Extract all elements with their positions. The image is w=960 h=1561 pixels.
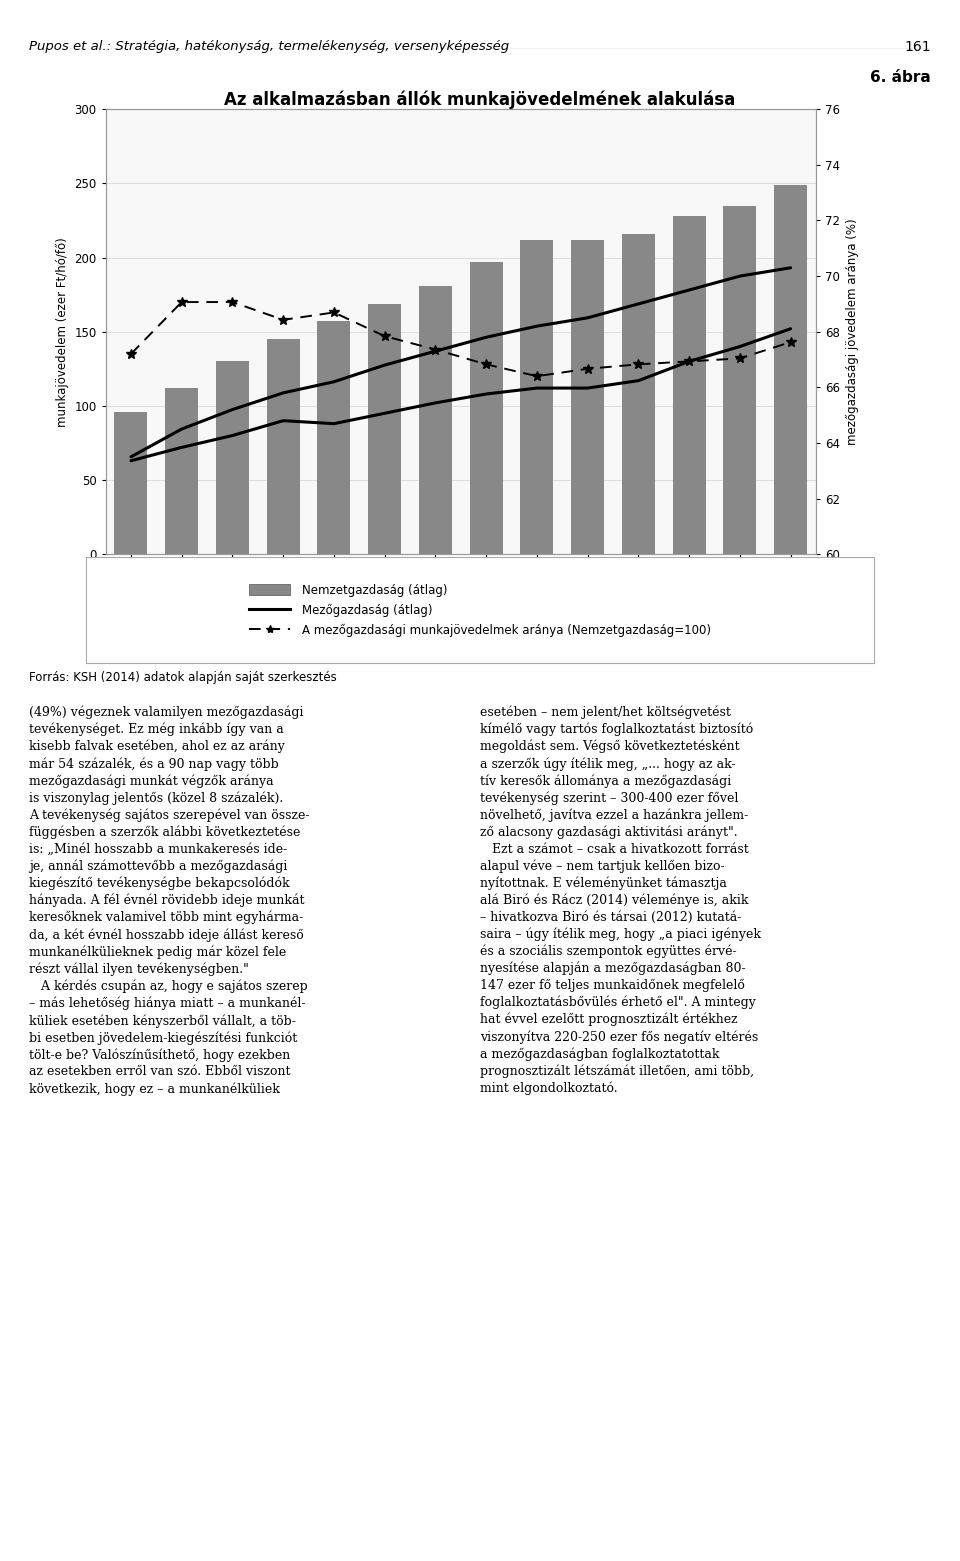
Bar xyxy=(419,286,452,554)
Bar xyxy=(724,206,756,554)
Legend: Nemzetgazdaság (átlag), Mezőgazdaság (átlag), A mezőgazdasági munkajövedelmek ar: Nemzetgazdaság (átlag), Mezőgazdaság (át… xyxy=(243,578,717,643)
Bar xyxy=(673,215,706,554)
Text: Forrás: KSH (2014) adatok alapján saját szerkesztés: Forrás: KSH (2014) adatok alapján saját … xyxy=(29,671,337,684)
Bar xyxy=(774,184,807,554)
Text: (49%) végeznek valamilyen mezőgazdasági
tevékenységet. Ez még inkább így van a
k: (49%) végeznek valamilyen mezőgazdasági … xyxy=(29,706,309,1096)
Bar xyxy=(622,234,655,554)
Bar xyxy=(216,362,249,554)
Bar xyxy=(267,339,300,554)
Y-axis label: munkajövedelem (ezer Ft/hó/fő): munkajövedelem (ezer Ft/hó/fő) xyxy=(56,237,69,426)
Bar xyxy=(165,389,198,554)
Text: 6. ábra: 6. ábra xyxy=(871,70,931,86)
Bar xyxy=(318,322,350,554)
Bar xyxy=(520,240,553,554)
Text: Pupos et al.: Stratégia, hatékonyság, termelékenység, versenyképesség: Pupos et al.: Stratégia, hatékonyság, te… xyxy=(29,39,509,53)
Bar xyxy=(369,303,401,554)
Text: Az alkalmazásban állók munkajövedelmének alakulása: Az alkalmazásban állók munkajövedelmének… xyxy=(225,91,735,109)
Text: 161: 161 xyxy=(904,39,931,53)
Y-axis label: mezőgazdasági jövedelem aránya (%): mezőgazdasági jövedelem aránya (%) xyxy=(846,219,859,445)
Text: esetében – nem jelent/het költségvetést
kímélő vagy tartós foglalkoztatást bizto: esetében – nem jelent/het költségvetést … xyxy=(480,706,761,1096)
Bar xyxy=(469,262,503,554)
Bar xyxy=(571,240,604,554)
Bar xyxy=(114,412,148,554)
